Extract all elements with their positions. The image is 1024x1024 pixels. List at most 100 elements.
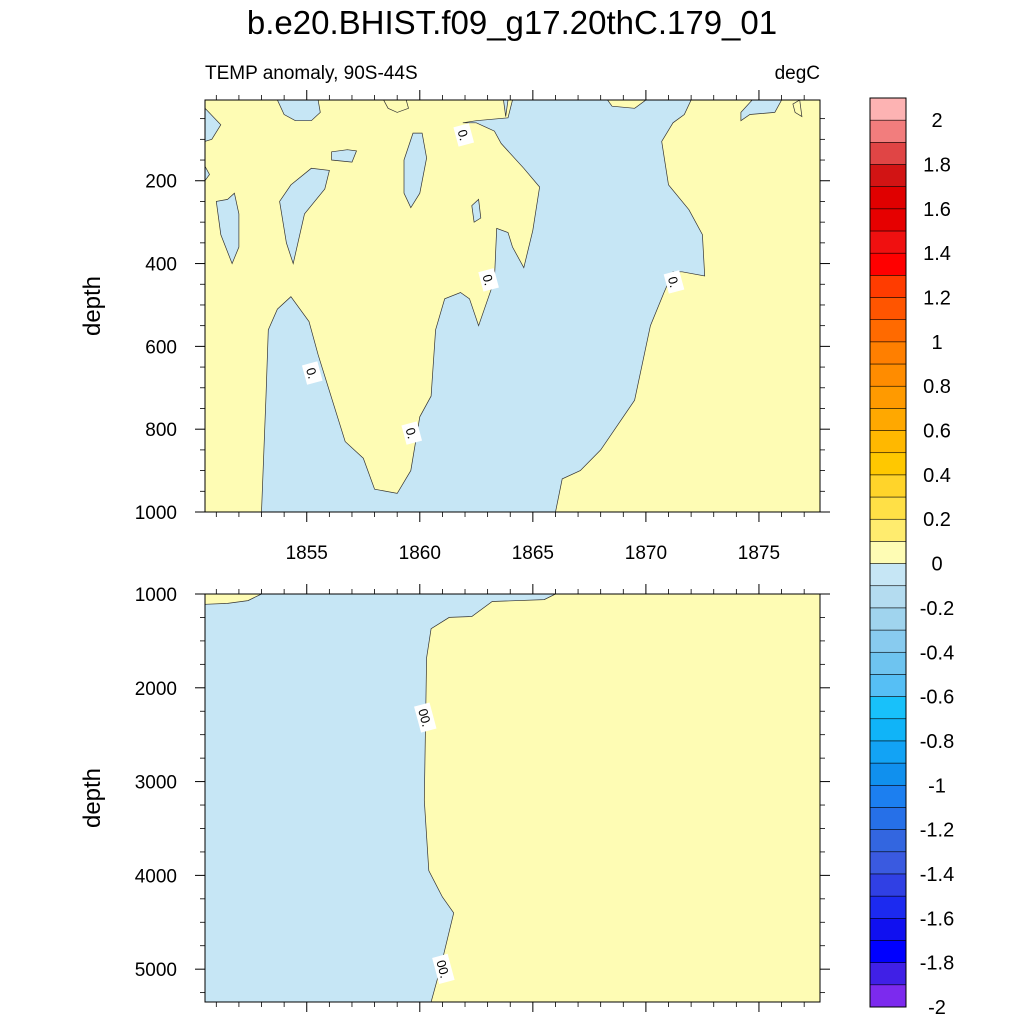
negative-anomaly-region <box>471 198 482 223</box>
colorbar-tick-label: -1.8 <box>920 953 954 975</box>
variable-subtitle: TEMP anomaly, 90S-44S <box>205 63 418 84</box>
panel-lower: 00. 00. 1000 2000 3000 4000 5000 depth <box>79 584 830 1012</box>
colorbar-swatch <box>869 208 907 232</box>
colorbar-swatch <box>869 918 907 941</box>
colorbar-swatch <box>869 984 907 1008</box>
colorbar-tick-label: 1.8 <box>923 155 951 177</box>
colorbar-swatch <box>869 696 907 720</box>
colorbar-swatch <box>869 629 907 653</box>
svg-text:0.: 0. <box>403 426 420 440</box>
colorbar-swatch <box>869 518 907 542</box>
colorbar-swatch <box>869 674 907 698</box>
colorbar-tick-label: 1 <box>931 332 942 354</box>
colorbar-tick-label: 2 <box>931 110 942 132</box>
colorbar-swatch <box>869 585 907 609</box>
plot-frame <box>204 593 821 1003</box>
colorbar-swatch <box>869 164 907 188</box>
colorbar-tick-label: -1.2 <box>920 820 954 842</box>
colorbar-swatch <box>869 474 907 498</box>
colorbar-swatch <box>869 541 907 565</box>
contour-label: 00. <box>414 702 437 733</box>
negative-anomaly-region <box>261 100 706 512</box>
colorbar-tick-label: -0.4 <box>920 642 954 664</box>
negative-anomaly-region <box>205 107 222 142</box>
svg-text:0.: 0. <box>303 366 320 380</box>
contour-label: 0. <box>478 268 499 292</box>
negative-anomaly-region <box>503 100 509 117</box>
x-tick-label: 1865 <box>512 543 554 564</box>
colorbar-swatch <box>869 452 907 476</box>
x-tick-label: 1870 <box>625 543 667 564</box>
y-tick-label: 800 <box>145 420 177 441</box>
plot-frame <box>204 99 821 513</box>
positive-anomaly-region <box>792 100 803 118</box>
negative-anomaly-region <box>215 192 240 265</box>
contour-fills <box>205 100 803 512</box>
colorbar-swatch <box>869 430 907 454</box>
colorbar-swatch <box>869 807 907 831</box>
colorbar-swatch <box>869 563 907 587</box>
colorbar-swatch <box>869 962 907 986</box>
colorbar-swatch <box>869 275 907 299</box>
colorbar-swatch <box>869 319 907 343</box>
colorbar-tick-label: -1.6 <box>920 908 954 930</box>
colorbar-swatch <box>869 252 907 276</box>
colorbar-tick-label: -0.8 <box>920 731 954 753</box>
y-tick-label: 200 <box>145 172 177 193</box>
colorbar-tick-label: -1 <box>928 775 946 797</box>
y-tick-label: 1000 <box>135 585 177 606</box>
colorbar-swatch <box>869 718 907 742</box>
y-axis-label: depth <box>79 276 106 336</box>
colorbar-swatch <box>869 940 907 964</box>
colorbar-swatch <box>869 651 907 675</box>
contour-label: 0. <box>663 270 685 294</box>
svg-text:00.: 00. <box>415 707 434 728</box>
colorbar-tick-label: 0.4 <box>923 465 951 487</box>
colorbar-tick-label: 0.6 <box>923 421 951 443</box>
colorbar-swatch <box>869 829 907 853</box>
colorbar-swatch <box>869 186 907 210</box>
contour-label: 0. <box>301 361 323 385</box>
colorbar-swatch <box>869 496 907 520</box>
colorbar-swatch <box>869 142 907 166</box>
svg-text:0.: 0. <box>455 128 472 142</box>
colorbar-swatch <box>869 408 907 432</box>
colorbar-swatch <box>869 297 907 321</box>
units-subtitle: degC <box>774 63 820 84</box>
negative-anomaly-region <box>279 167 330 265</box>
y-tick-label: 5000 <box>135 960 177 981</box>
colorbar-swatch <box>869 363 907 387</box>
contour-label: 00. <box>432 953 455 985</box>
svg-text:0.: 0. <box>665 275 682 289</box>
negative-anomaly-region <box>331 149 357 163</box>
contour-label: 0. <box>453 123 475 147</box>
x-tick-label: 1855 <box>286 543 328 564</box>
colorbar-tick-label: 1.6 <box>923 199 951 221</box>
y-tick-label: 1000 <box>135 503 177 524</box>
svg-text:00.: 00. <box>433 958 452 979</box>
colorbar-frame <box>869 97 907 1008</box>
y-tick-label: 3000 <box>135 773 177 794</box>
colorbar-tick-label: -1.4 <box>920 864 954 886</box>
colorbar-swatch <box>869 851 907 875</box>
negative-anomaly-region <box>403 132 427 209</box>
colorbar-tick-label: -2 <box>928 997 946 1019</box>
contour-label: 0. <box>401 421 423 445</box>
colorbar-tick-label: -0.6 <box>920 687 954 709</box>
colorbar-swatch <box>869 119 907 143</box>
colorbar-swatch <box>869 895 907 919</box>
colorbar-swatch <box>869 762 907 786</box>
colorbar-tick-label: 0 <box>931 554 942 576</box>
y-tick-label: 400 <box>145 255 177 276</box>
chart-title: b.e20.BHIST.f09_g17.20thC.179_01 <box>246 4 778 41</box>
colorbar-tick-label: 1.4 <box>923 243 951 265</box>
negative-anomaly-region <box>277 100 321 122</box>
colorbar-swatch <box>869 385 907 409</box>
negative-anomaly-region <box>205 166 210 182</box>
colorbar-swatch <box>869 607 907 631</box>
colorbar-swatch <box>869 740 907 764</box>
positive-anomaly-region <box>607 100 647 109</box>
colorbar-swatch <box>869 341 907 365</box>
x-tick-label: 1875 <box>738 543 780 564</box>
